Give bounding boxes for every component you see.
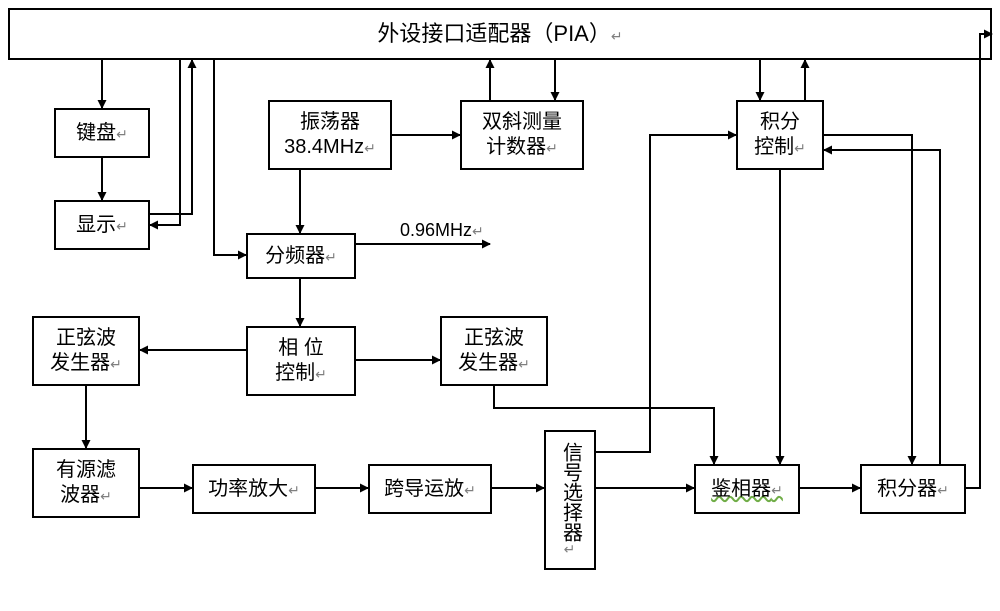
dualslope-label-1: 双斜测量 — [482, 110, 562, 135]
display-label: 显示↵ — [76, 213, 128, 238]
transconductance-label: 跨导运放↵ — [384, 477, 476, 502]
selector-label: 信号选择器↵ — [558, 442, 583, 558]
selector-node: 信号选择器↵ — [544, 430, 596, 570]
pia-node: 外设接口适配器（PIA）↵ — [8, 8, 992, 60]
arrows-layer — [0, 0, 1000, 611]
dualslope-node: 双斜测量 计数器↵ — [460, 100, 584, 170]
integrator-node: 积分器↵ — [860, 464, 966, 514]
poweramp-node: 功率放大↵ — [192, 464, 316, 514]
activefilter-label-1: 有源滤 — [56, 458, 116, 483]
intctrl-label-2: 控制↵ — [754, 135, 806, 160]
sinegen-left-label-1: 正弦波 — [56, 326, 116, 351]
phasedet-node: 鉴相器↵ — [694, 464, 800, 514]
divider-node: 分频器↵ — [246, 233, 356, 279]
intctrl-node: 积分 控制↵ — [736, 100, 824, 170]
oscillator-node: 振荡器 38.4MHz↵ — [268, 100, 392, 170]
display-node: 显示↵ — [54, 200, 150, 250]
phasedet-label: 鉴相器↵ — [711, 477, 783, 502]
pia-label: 外设接口适配器（PIA）↵ — [377, 20, 622, 48]
freq-out-label: 0.96MHz↵ — [400, 220, 484, 241]
sinegen-right-node: 正弦波 发生器↵ — [440, 316, 548, 386]
divider-label: 分频器↵ — [265, 244, 337, 269]
oscillator-label-2: 38.4MHz↵ — [284, 135, 376, 160]
oscillator-label-1: 振荡器 — [300, 110, 360, 135]
transconductance-node: 跨导运放↵ — [368, 464, 492, 514]
keyboard-label: 键盘↵ — [76, 121, 128, 146]
sinegen-right-label-2: 发生器↵ — [458, 351, 530, 376]
poweramp-label: 功率放大↵ — [208, 477, 300, 502]
activefilter-label-2: 波器↵ — [60, 483, 112, 508]
phasectrl-label-1: 相 位 — [278, 336, 324, 361]
sinegen-left-node: 正弦波 发生器↵ — [32, 316, 140, 386]
phasectrl-label-2: 控制↵ — [275, 361, 327, 386]
dualslope-label-2: 计数器↵ — [486, 135, 558, 160]
integrator-label: 积分器↵ — [877, 477, 949, 502]
sinegen-right-label-1: 正弦波 — [464, 326, 524, 351]
sinegen-left-label-2: 发生器↵ — [50, 351, 122, 376]
keyboard-node: 键盘↵ — [54, 108, 150, 158]
phasectrl-node: 相 位 控制↵ — [246, 326, 356, 396]
intctrl-label-1: 积分 — [760, 110, 800, 135]
activefilter-node: 有源滤 波器↵ — [32, 448, 140, 518]
